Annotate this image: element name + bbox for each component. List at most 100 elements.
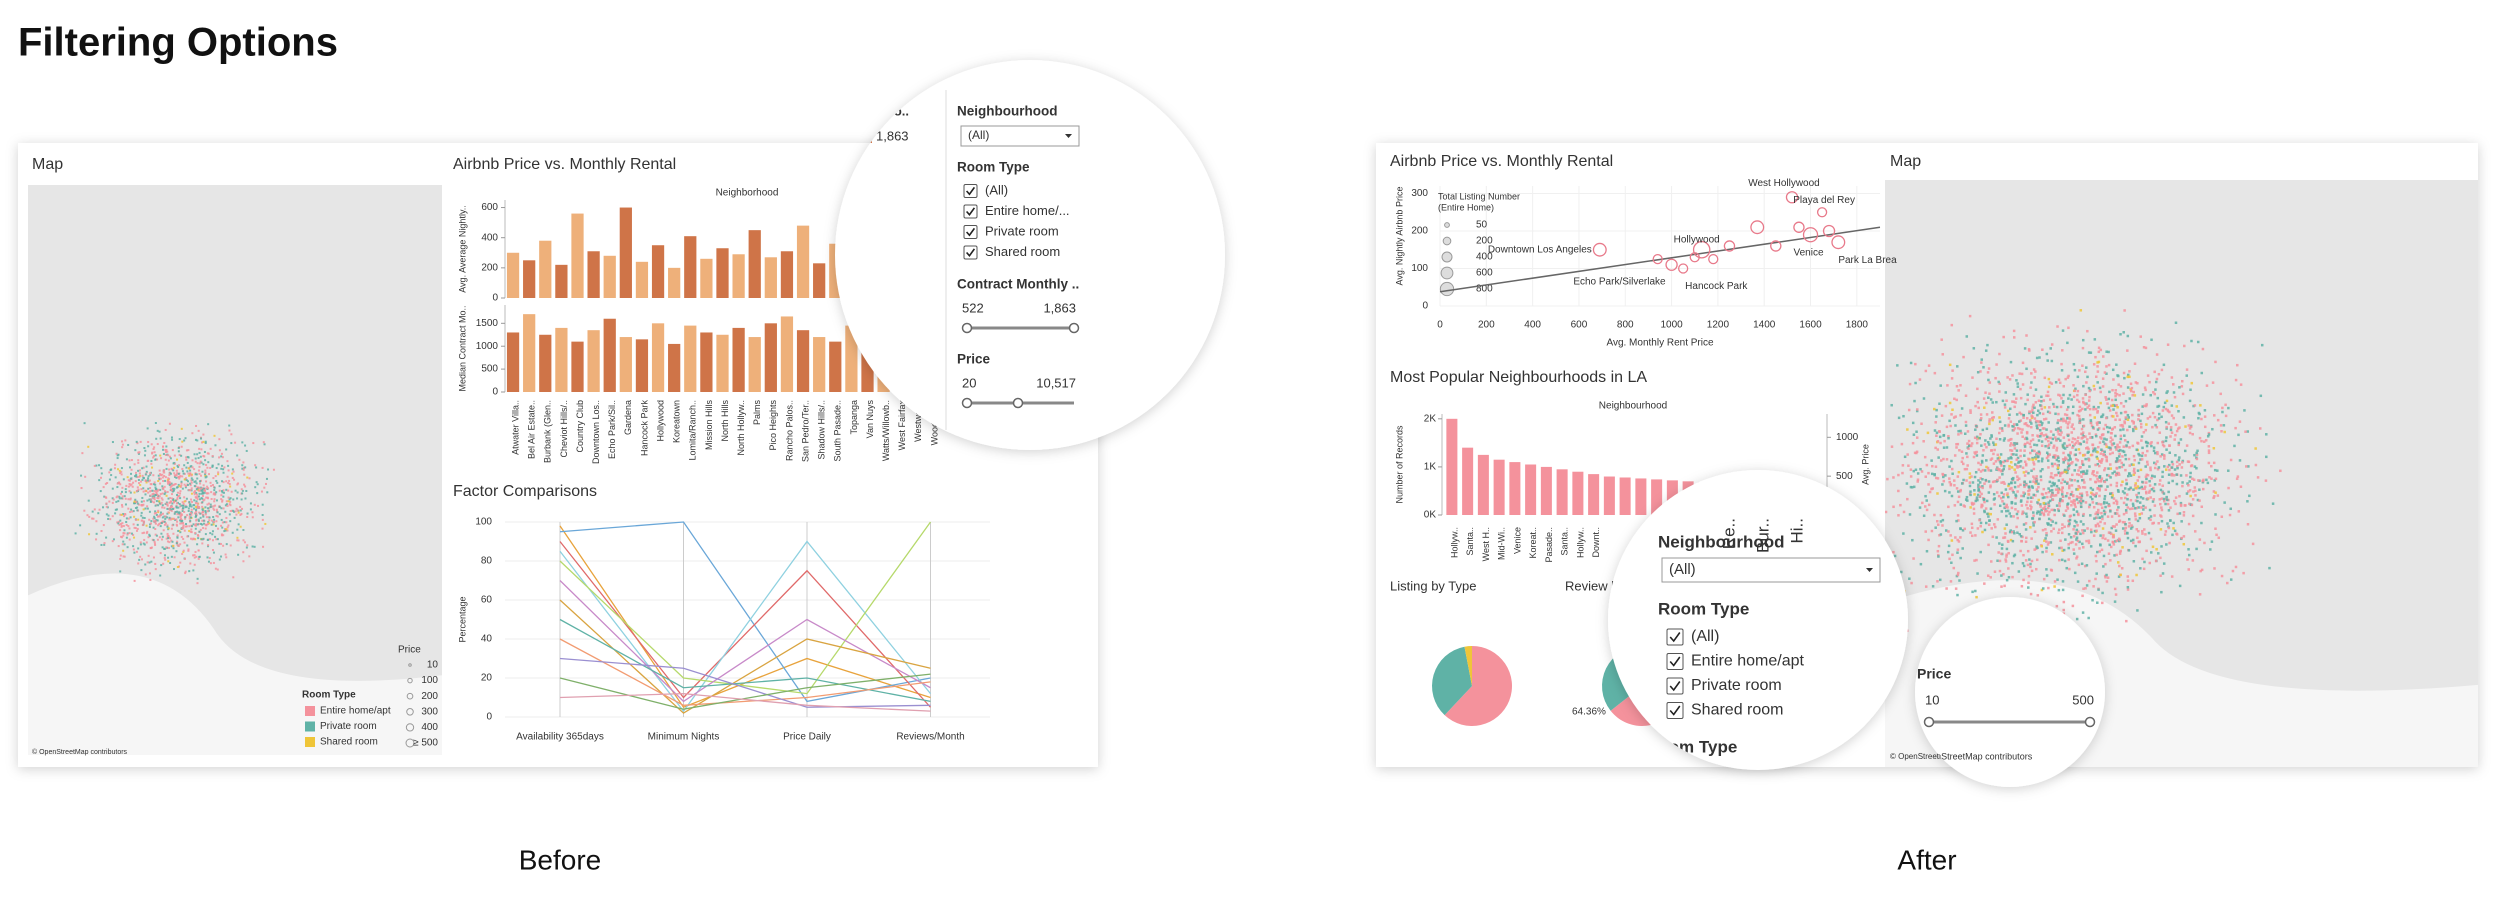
map-dot (2209, 548, 2212, 551)
map-dot (169, 497, 172, 500)
map-dot (2077, 469, 2080, 472)
map-dot (2070, 484, 2074, 487)
x-tick-label: Palms (752, 400, 762, 426)
map-dot (1939, 459, 1943, 462)
map-dot (2118, 393, 2121, 397)
checkbox-label: (All) (985, 182, 1008, 197)
map-dot (2057, 432, 2060, 436)
map-dot (177, 494, 180, 497)
map-dot (264, 482, 267, 485)
point-annotation: Downtown Los Angeles (1488, 244, 1592, 255)
map-dot (248, 555, 251, 558)
map-dot (1972, 507, 1976, 511)
map-dot (2011, 489, 2015, 492)
map-dot (2085, 472, 2089, 475)
map-dot (1897, 473, 1900, 477)
map-dot (2041, 421, 2044, 425)
map-dot (148, 534, 151, 537)
map-dot (2033, 477, 2036, 480)
map-dot (196, 543, 199, 546)
map-dot (2077, 496, 2080, 499)
map-dot (2028, 349, 2031, 352)
map-dot (2162, 492, 2166, 495)
map-dot (1985, 401, 1988, 405)
map-dot (2152, 486, 2155, 490)
map-dot (249, 502, 252, 505)
chart-header: Neighbourhood (1599, 401, 1667, 412)
map-dot (208, 538, 211, 541)
bar (1525, 464, 1537, 515)
map-dot (2062, 608, 2065, 612)
map-dot (2227, 469, 2230, 472)
map-dot (2265, 455, 2268, 459)
map-dot (163, 554, 166, 557)
map-dot (2047, 490, 2051, 494)
map-dot (1892, 505, 1895, 509)
map-dot (2002, 536, 2005, 540)
map-dot (197, 549, 200, 552)
map-dot (1968, 314, 1972, 318)
map-dot (2013, 481, 2017, 484)
map-dot (1933, 473, 1936, 476)
map-dot (2162, 562, 2166, 565)
map-dot (2133, 484, 2137, 487)
map-dot (2060, 362, 2063, 366)
map-dot (1959, 503, 1963, 506)
map-dot (2145, 444, 2149, 448)
map-dot (1946, 550, 1950, 554)
map-dot (2103, 574, 2107, 578)
map-dot (2073, 571, 2077, 575)
map-dot (2083, 453, 2087, 457)
map-dot (159, 488, 162, 491)
map-dot (188, 515, 191, 518)
map-dot (2076, 580, 2080, 583)
x-tick-label: Westwood (913, 400, 923, 442)
map-dot (2049, 568, 2053, 572)
map-dot (188, 525, 191, 528)
map-dot (1941, 353, 1945, 356)
map-dot (2033, 376, 2036, 379)
map-dot (1892, 550, 1895, 554)
map-dot (149, 487, 152, 490)
map-dot (197, 429, 200, 432)
map-dot (228, 498, 231, 501)
map-dot (2152, 498, 2156, 501)
map-dot (2030, 559, 2034, 563)
map-dot (2169, 428, 2173, 432)
map-dot (1971, 534, 1974, 538)
map-dot (2244, 430, 2247, 433)
map-dot (2114, 529, 2118, 532)
map-dot (117, 545, 120, 548)
map-dot (2126, 386, 2130, 389)
map-dot (1944, 404, 1948, 408)
map-dot (2097, 479, 2100, 483)
map-dot (2128, 397, 2132, 400)
map-dot (2140, 485, 2144, 489)
bar (748, 337, 761, 392)
map-dot (2036, 594, 2040, 597)
map-dot (1950, 323, 1954, 327)
map-dot (2035, 451, 2039, 455)
legend-title: Room Type (302, 690, 356, 701)
x-tick-label: Downt.. (1591, 527, 1601, 558)
map-dot (151, 493, 154, 496)
map-dot (182, 521, 185, 524)
map-dot (229, 504, 232, 507)
map-dot (119, 472, 122, 475)
map-dot (2026, 500, 2029, 504)
map-dot (179, 512, 182, 515)
map-dot (1969, 411, 1972, 414)
map-dot (241, 464, 244, 467)
map-dot (2025, 437, 2029, 441)
map-dot (1924, 585, 1928, 588)
bar (845, 325, 858, 392)
map-dot (184, 517, 187, 520)
map-dot (165, 445, 168, 448)
point-annotation: West Hollywood (1748, 178, 1820, 189)
map-dot (194, 532, 197, 535)
map-dot (2081, 346, 2085, 350)
map-dot (1954, 536, 1957, 539)
map-dot (214, 524, 217, 527)
map-dot (1978, 495, 1982, 498)
map-dot (1950, 561, 1953, 565)
